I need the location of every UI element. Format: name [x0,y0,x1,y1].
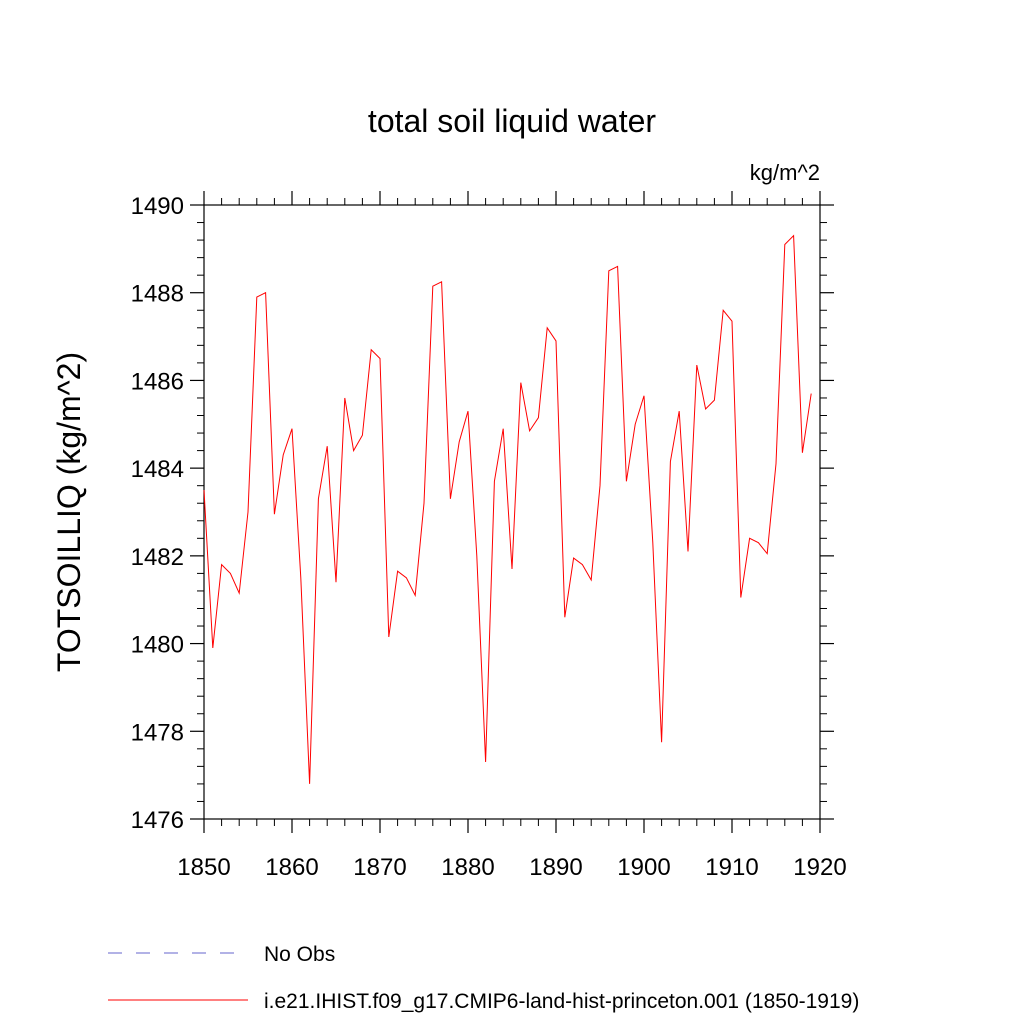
x-tick-label: 1910 [705,854,758,881]
y-tick-label: 1484 [131,456,184,483]
y-axis-label: TOTSOILLIQ (kg/m^2) [51,352,87,672]
y-tick-label: 1488 [131,281,184,308]
plot-frame [203,204,821,820]
x-tick-label: 1880 [441,854,494,881]
x-tick-label: 1900 [617,854,670,881]
x-tick-label: 1870 [353,854,406,881]
y-tick-label: 1486 [131,368,184,395]
y-tick-label: 1476 [131,807,184,834]
ticks-layer: 1850 1860 1870 1880 1890 1900 1910 1920 1476 1478… [131,191,847,881]
legend-label: No Obs [264,943,335,966]
legend-label: i.e21.IHIST.f09_g17.CMIP6-land-hist-prin… [264,990,859,1013]
units-label: kg/m^2 [750,160,820,185]
x-tick-label: 1850 [177,854,230,881]
chart-title: total soil liquid water [368,103,656,139]
y-tick-label: 1490 [131,193,184,220]
x-tick-label: 1860 [265,854,318,881]
series-layer [203,234,812,784]
y-tick-label: 1482 [131,544,184,571]
x-tick-label: 1890 [529,854,582,881]
series-line [203,234,812,784]
legend: No Obs i.e21.IHIST.f09_g17.CMIP6-land-his… [108,943,859,1013]
y-tick-label: 1478 [131,719,184,746]
y-tick-label: 1480 [131,632,184,659]
x-tick-label: 1920 [793,854,846,881]
